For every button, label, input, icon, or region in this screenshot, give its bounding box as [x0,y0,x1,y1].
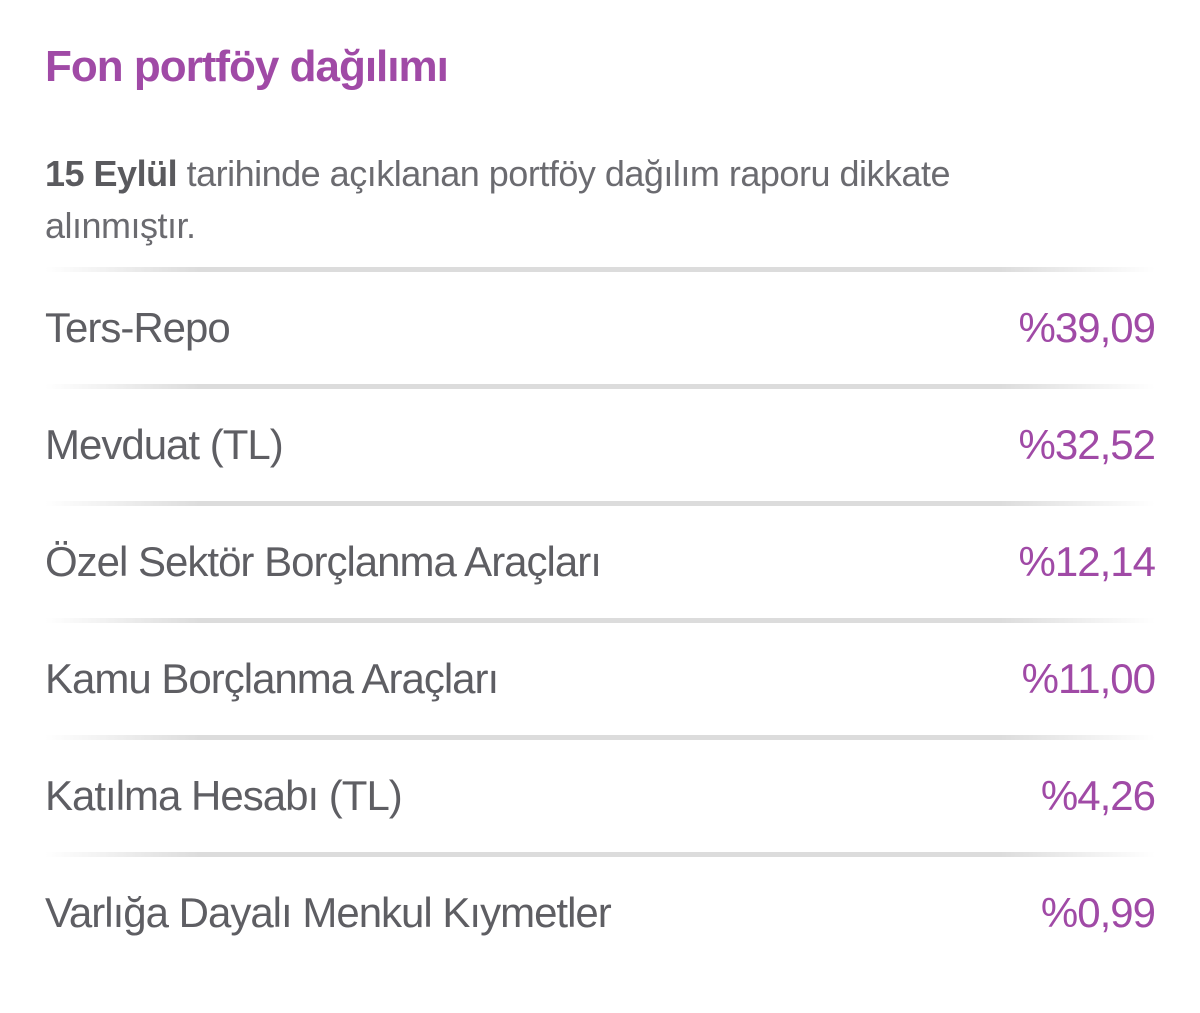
divider [45,267,1155,272]
intro-description: tarihinde açıklanan portföy dağılım rapo… [45,153,951,246]
allocation-row: Varlığa Dayalı Menkul Kıymetler %0,99 [45,883,1156,943]
allocation-value: %39,09 [1018,304,1156,351]
divider [45,501,1155,506]
allocation-label: Katılma Hesabı (TL) [45,772,403,819]
divider [45,735,1155,740]
allocation-row: Mevduat (TL) %32,52 [45,415,1156,475]
report-date: 15 Eylül [45,153,178,194]
allocation-row: Katılma Hesabı (TL) %4,26 [45,766,1156,826]
allocation-label: Özel Sektör Borçlanma Araçları [45,538,602,585]
allocation-label: Varlığa Dayalı Menkul Kıymetler [45,889,612,936]
allocation-row: Özel Sektör Borçlanma Araçları %12,14 [45,532,1156,592]
allocation-row: Kamu Borçlanma Araçları %11,00 [45,649,1156,709]
intro-text: 15 Eylül tarihinde açıklanan portföy dağ… [45,148,1055,252]
allocation-label: Mevduat (TL) [45,421,284,468]
allocation-value: %11,00 [1021,655,1156,702]
allocation-label: Ters-Repo [45,304,231,351]
allocation-value: %4,26 [1040,772,1156,819]
divider [45,852,1155,857]
allocation-value: %12,14 [1018,538,1156,585]
allocation-label: Kamu Borçlanma Araçları [45,655,499,702]
allocation-value: %32,52 [1018,421,1156,468]
allocation-value: %0,99 [1040,889,1156,936]
allocation-row: Ters-Repo %39,09 [45,298,1156,358]
divider [45,618,1155,623]
page-title: Fon portföy dağılımı [45,42,449,91]
divider [45,384,1155,389]
